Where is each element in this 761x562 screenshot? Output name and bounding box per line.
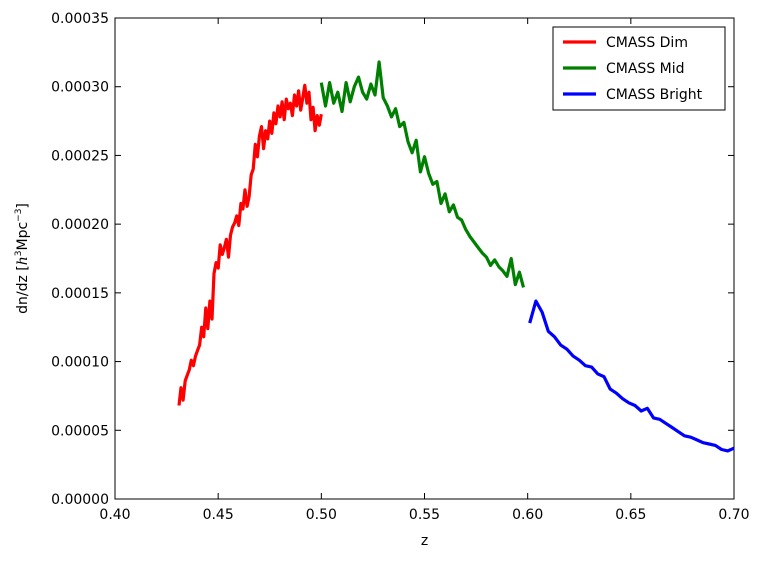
- y-axis-label-h: h: [15, 256, 31, 265]
- legend: CMASS Dim CMASS Mid CMASS Bright: [552, 26, 726, 111]
- x-tick-label: 0.70: [718, 507, 749, 523]
- legend-label: CMASS Mid: [606, 61, 685, 77]
- series-line-2: [319, 60, 526, 288]
- x-tick-label: 0.50: [306, 507, 337, 523]
- y-axis-label: dn/dz [h3Mpc−3]: [14, 203, 31, 314]
- y-tick-label: 0.00030: [51, 80, 109, 96]
- x-tick-label: 0.65: [615, 507, 646, 523]
- y-tick-label: 0.00035: [51, 11, 109, 27]
- y-axis-label-h-exp: 3: [14, 251, 24, 257]
- series-line-3: [528, 299, 735, 453]
- axis-labels: z dn/dz [h3Mpc−3]: [14, 203, 428, 549]
- series-line-1: [177, 83, 323, 406]
- axis-ticks: [114, 17, 735, 500]
- x-axis-label: z: [421, 533, 428, 549]
- x-tick-label: 0.60: [512, 507, 543, 523]
- legend-label: CMASS Dim: [606, 35, 688, 51]
- y-tick-label: 0.00020: [51, 217, 109, 233]
- series-lines: [177, 60, 735, 453]
- y-tick-label: 0.00000: [51, 492, 109, 508]
- y-tick-label: 0.00015: [51, 286, 109, 302]
- y-tick-label: 0.00025: [51, 148, 109, 164]
- y-axis-label-mpc: Mpc: [15, 222, 31, 251]
- y-tick-label: 0.00010: [51, 355, 109, 371]
- legend-label: CMASS Bright: [606, 87, 703, 103]
- tick-labels: 0.40 0.45 0.50 0.55 0.60 0.65 0.70 0.00000 0.000…: [51, 11, 749, 523]
- x-tick-label: 0.55: [409, 507, 440, 523]
- y-axis-label-prefix: dn/dz [: [15, 265, 31, 314]
- y-axis-label-suffix: ]: [15, 203, 31, 208]
- x-tick-label: 0.45: [203, 507, 234, 523]
- y-tick-label: 0.00005: [51, 423, 109, 439]
- y-axis-label-mpc-exp: −3: [14, 209, 24, 222]
- x-tick-label: 0.40: [99, 507, 130, 523]
